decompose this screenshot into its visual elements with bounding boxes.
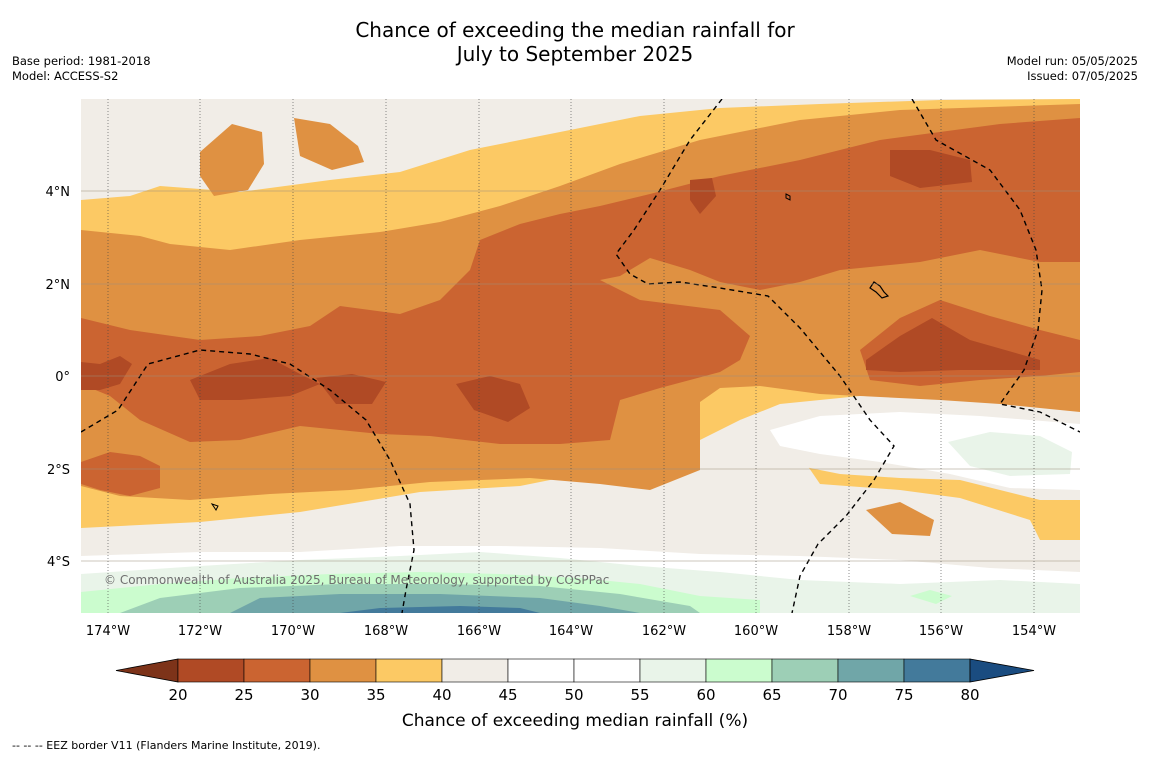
- colorbar-segment: [573, 658, 641, 683]
- longitude-label: 154°W: [1012, 624, 1056, 639]
- colorbar-extend-low: [115, 658, 179, 683]
- contour-70-75: [230, 594, 640, 613]
- base-period: Base period: 1981-2018: [12, 54, 151, 68]
- copyright-text: © Commonwealth of Australia 2025, Bureau…: [104, 573, 609, 587]
- eez-border-west: [81, 349, 415, 613]
- island-outline-kiribati-north: [869, 281, 890, 299]
- latitude-label: 4°S: [47, 555, 70, 570]
- contour-75-80: [340, 606, 540, 613]
- colorbar-segment: [771, 658, 839, 683]
- longitude-label: 158°W: [827, 624, 871, 639]
- colorbar-tick-label: 80: [960, 686, 979, 704]
- latitude-label: 0°: [55, 370, 70, 385]
- longitude-label: 162°W: [642, 624, 686, 639]
- colorbar-tick-label: 25: [234, 686, 253, 704]
- contour-20-25-north: [890, 150, 972, 188]
- longitude-label: 170°W: [271, 624, 315, 639]
- graticule: [81, 99, 1080, 613]
- model-run: Model run: 05/05/2025: [1006, 54, 1138, 68]
- colorbar: 20 25 30 35 40 45 50 55 60 65 70 75 80: [115, 658, 1035, 704]
- colorbar-tick-label: 60: [696, 686, 715, 704]
- colorbar-tick-label: 35: [366, 686, 385, 704]
- colorbar-segment: [375, 658, 443, 683]
- colorbar-segment: [309, 658, 377, 683]
- colorbar-tick-label: 75: [894, 686, 913, 704]
- contour-25-30-southwest: [81, 452, 160, 496]
- colorbar-label: Chance of exceeding median rainfall (%): [402, 711, 748, 731]
- colorbar-tick-label: 40: [432, 686, 451, 704]
- latitude-label: 2°N: [46, 278, 71, 293]
- colorbar-tick-label: 20: [168, 686, 187, 704]
- colorbar-segment: [705, 658, 773, 683]
- eez-footnote: -- -- -- EEZ border V11 (Flanders Marine…: [12, 739, 321, 752]
- contour-20-25-centre: [690, 178, 716, 214]
- longitude-labels: 174°W 172°W 170°W 168°W 166°W 164°W 162°W 160°W…: [86, 624, 1056, 639]
- longitude-label: 174°W: [86, 624, 130, 639]
- colorbar-extend-high: [969, 658, 1035, 683]
- colorbar-segment: [903, 658, 971, 683]
- title-line-2: July to September 2025: [456, 42, 694, 66]
- contour-30-35-patch: [294, 118, 364, 170]
- contour-20-25-equator: [190, 358, 320, 400]
- latitude-label: 4°N: [46, 185, 71, 200]
- latitude-labels: 4°N 2°N 0° 2°S 4°S: [46, 185, 71, 570]
- longitude-label: 164°W: [549, 624, 593, 639]
- island-outline-south: [210, 503, 219, 511]
- contour-30-35-north-patch: [200, 124, 264, 196]
- contour-30-35-southeast-patch: [866, 502, 934, 536]
- eez-border-centre: [615, 99, 895, 613]
- eez-border-east: [911, 99, 1080, 433]
- contour-20-25-west: [81, 356, 132, 390]
- colorbar-segment: [639, 658, 707, 683]
- longitude-label: 156°W: [919, 624, 963, 639]
- contour-20-25-equator-3: [456, 376, 530, 422]
- title-line-1: Chance of exceeding the median rainfall …: [355, 18, 795, 42]
- model-name: Model: ACCESS-S2: [12, 69, 119, 83]
- meta-left: Base period: 1981-2018 Model: ACCESS-S2: [12, 54, 151, 84]
- colorbar-segment: [441, 658, 509, 683]
- colorbar-tick-label: 70: [828, 686, 847, 704]
- colorbar-segment: [243, 658, 311, 683]
- longitude-label: 160°W: [734, 624, 778, 639]
- colorbar-segment: [177, 658, 245, 683]
- latitude-label: 2°S: [47, 463, 70, 478]
- longitude-label: 172°W: [178, 624, 222, 639]
- colorbar-segment: [507, 658, 575, 683]
- contour-20-25-equator-2: [316, 374, 386, 404]
- colorbar-tick-label: 55: [630, 686, 649, 704]
- colorbar-tick-label: 50: [564, 686, 583, 704]
- contour-25-30: [81, 118, 1080, 444]
- issued-date: Issued: 07/05/2025: [1027, 69, 1138, 83]
- map-title: Chance of exceeding the median rainfall …: [0, 18, 1150, 66]
- colorbar-tick-label: 45: [498, 686, 517, 704]
- meta-right: Model run: 05/05/2025 Issued: 07/05/2025: [1007, 54, 1138, 84]
- longitude-label: 168°W: [364, 624, 408, 639]
- contour-20-25-east: [866, 318, 1040, 372]
- rainfall-map: © Commonwealth of Australia 2025, Bureau…: [81, 99, 1080, 613]
- colorbar-segment: [837, 658, 905, 683]
- contour-60-65-east: [910, 590, 952, 604]
- colorbar-tick-label: 30: [300, 686, 319, 704]
- longitude-label: 166°W: [457, 624, 501, 639]
- island-outline-north: [785, 193, 791, 201]
- colorbar-tick-label: 65: [762, 686, 781, 704]
- contour-55-60-southeast: [948, 432, 1072, 476]
